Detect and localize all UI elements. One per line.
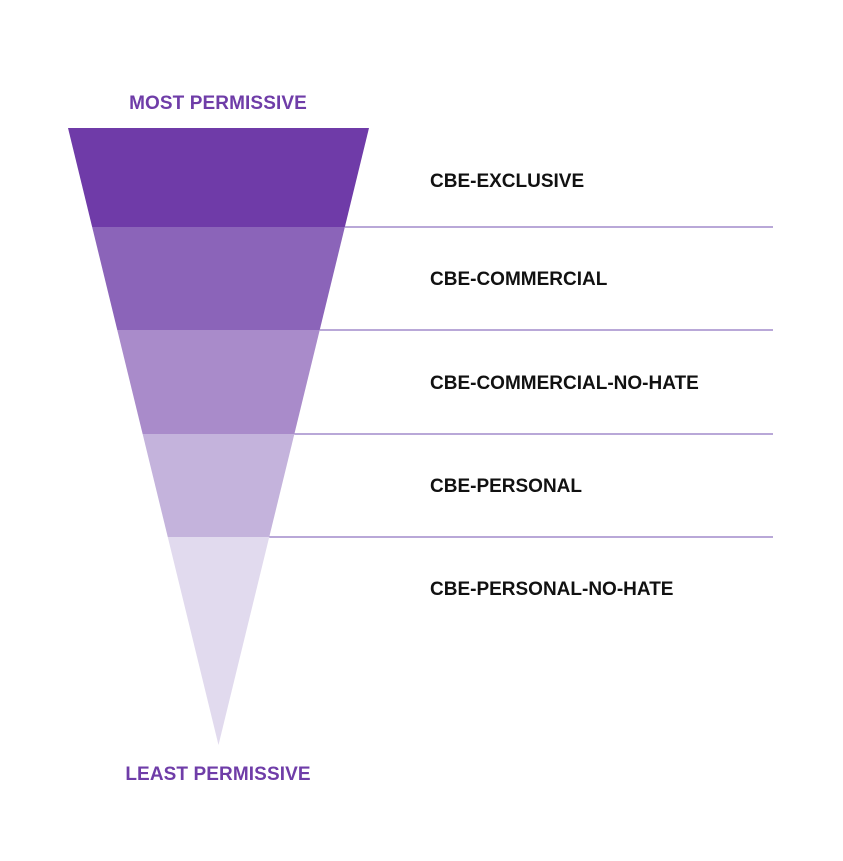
tier-label-cbe-personal-no-hate: CBE-PERSONAL-NO-HATE <box>430 579 674 600</box>
funnel-segment-cbe-personal-no-hate <box>167 537 270 745</box>
funnel-segment-cbe-commercial-no-hate <box>117 330 320 434</box>
funnel-segment-cbe-personal <box>142 434 295 537</box>
most-permissive-label: MOST PERMISSIVE <box>129 93 307 114</box>
tier-label-cbe-personal: CBE-PERSONAL <box>430 476 583 497</box>
tier-label-cbe-commercial: CBE-COMMERCIAL <box>430 269 608 290</box>
funnel-segment-cbe-commercial <box>92 227 345 330</box>
tier-label-cbe-exclusive: CBE-EXCLUSIVE <box>430 171 585 192</box>
funnel-segment-cbe-exclusive <box>68 128 369 227</box>
least-permissive-label: LEAST PERMISSIVE <box>125 764 311 785</box>
tier-label-cbe-commercial-no-hate: CBE-COMMERCIAL-NO-HATE <box>430 373 699 394</box>
